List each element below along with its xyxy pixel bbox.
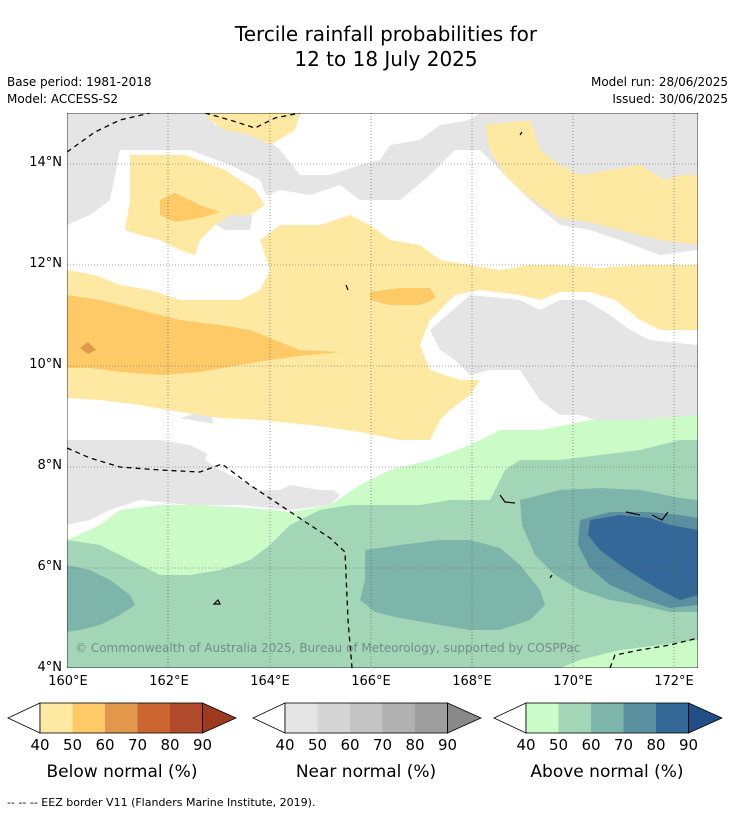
legend-below-high-triangle	[202, 702, 237, 734]
legend-above-tick: 40	[516, 736, 536, 754]
legend-above-tick: 50	[548, 736, 569, 754]
lat-label-14n: 14°N	[29, 155, 62, 170]
model-run: Model run: 28/06/2025	[590, 75, 728, 89]
legend-near-swatch-3	[350, 703, 383, 733]
near-normal-region-north	[67, 113, 698, 255]
lon-label-168e: 168°E	[452, 674, 492, 689]
legend-near-normal	[252, 702, 482, 734]
title-line-1: Tercile rainfall probabilities for	[234, 22, 538, 46]
eez-footnote: -- -- -- EEZ border V11 (Flanders Marine…	[7, 796, 316, 809]
legend-above-swatch-3	[591, 703, 624, 733]
copyright-notice: © Commonwealth of Australia 2025, Bureau…	[75, 641, 581, 655]
legend-above-high-triangle	[688, 702, 723, 734]
lat-label-12n: 12°N	[29, 256, 62, 271]
legend-below-swatch-4	[137, 703, 170, 733]
below-normal-50-region	[67, 295, 340, 375]
legend-below-tick: 50	[62, 736, 83, 754]
legend-below-low-triangle	[7, 702, 41, 734]
lat-label-10n: 10°N	[29, 357, 62, 372]
legend-near-tick: 70	[372, 736, 393, 754]
probability-field	[67, 113, 698, 668]
above-normal-60-region-east	[360, 540, 545, 630]
lon-label-166e: 166°E	[351, 674, 391, 689]
title-line-2: 12 to 18 July 2025	[294, 47, 478, 71]
legend-above-tick: 60	[581, 736, 601, 754]
lon-label-164e: 164°E	[250, 674, 290, 689]
legend-below-tick: 80	[160, 736, 180, 754]
base-period: Base period: 1981-2018	[7, 75, 152, 89]
legend-below-tick: 70	[127, 736, 148, 754]
legend-above-normal	[493, 702, 723, 734]
legend-above-low-triangle	[493, 702, 527, 734]
legend-near-swatch-4	[382, 703, 415, 733]
legend-near-title: Near normal (%)	[295, 762, 437, 782]
legend-near-swatch-1	[285, 703, 318, 733]
legend-near-tick: 40	[275, 736, 295, 754]
legend-below-tick: 60	[95, 736, 115, 754]
model-name: Model: ACCESS-S2	[7, 92, 119, 106]
legend-above-swatch-1	[526, 703, 559, 733]
legend-above-swatch-4	[623, 703, 656, 733]
legend-below-swatch-5	[170, 703, 203, 733]
islands	[212, 131, 669, 605]
meta-right: Model run: 28/06/2025 Issued: 30/06/2025	[591, 74, 728, 108]
lon-label-162e: 162°E	[149, 674, 189, 689]
below-normal-40-region-top	[205, 113, 300, 145]
legend-below-swatch-2	[72, 703, 105, 733]
legend-near-swatch-5	[415, 703, 448, 733]
legend-below-normal	[7, 702, 237, 734]
legend-near-tick: 50	[307, 736, 328, 754]
legend-below-swatch-1	[40, 703, 73, 733]
legend-near-low-triangle	[252, 702, 286, 734]
legend-below-swatch-3	[105, 703, 138, 733]
legend-above-tick: 70	[613, 736, 634, 754]
legend-above-title: Above normal (%)	[530, 762, 684, 782]
lon-label-170e: 170°E	[553, 674, 593, 689]
below-normal-40-region	[67, 215, 698, 440]
below-normal-40-region-ne	[485, 120, 698, 245]
lon-label-160e: 160°E	[48, 674, 88, 689]
lat-label-8n: 8°N	[37, 458, 63, 473]
lat-label-6n: 6°N	[37, 559, 63, 574]
lat-label-4n: 4°N	[37, 660, 63, 675]
legend-near-tick: 80	[405, 736, 425, 754]
legend-below-title: Below normal (%)	[46, 762, 198, 782]
legend-above-tick: 80	[646, 736, 666, 754]
graticule	[67, 113, 698, 668]
below-normal-50-region-small	[160, 193, 220, 222]
legend-above-tick: 90	[678, 736, 699, 754]
legend-near-tick: 60	[340, 736, 360, 754]
legend-below-tick: 90	[192, 736, 213, 754]
issued-date: Issued: 30/06/2025	[612, 92, 728, 106]
map-title: Tercile rainfall probabilities for 12 to…	[0, 22, 736, 72]
near-normal-region-east	[430, 295, 698, 425]
eez-border	[67, 113, 698, 668]
lon-label-172e: 172°E	[654, 674, 694, 689]
above-normal-60-region-west	[67, 565, 135, 632]
legend-near-tick: 90	[437, 736, 458, 754]
below-normal-50-region-mid	[370, 288, 436, 305]
above-normal-80-region	[588, 515, 698, 600]
legend-below-tick: 40	[30, 736, 50, 754]
legend-near-high-triangle	[447, 702, 482, 734]
legend-above-swatch-2	[558, 703, 591, 733]
below-normal-60-dot	[80, 342, 96, 354]
legend-near-swatch-2	[317, 703, 350, 733]
legend-above-swatch-5	[656, 703, 689, 733]
meta-left: Base period: 1981-2018 Model: ACCESS-S2	[7, 74, 152, 108]
